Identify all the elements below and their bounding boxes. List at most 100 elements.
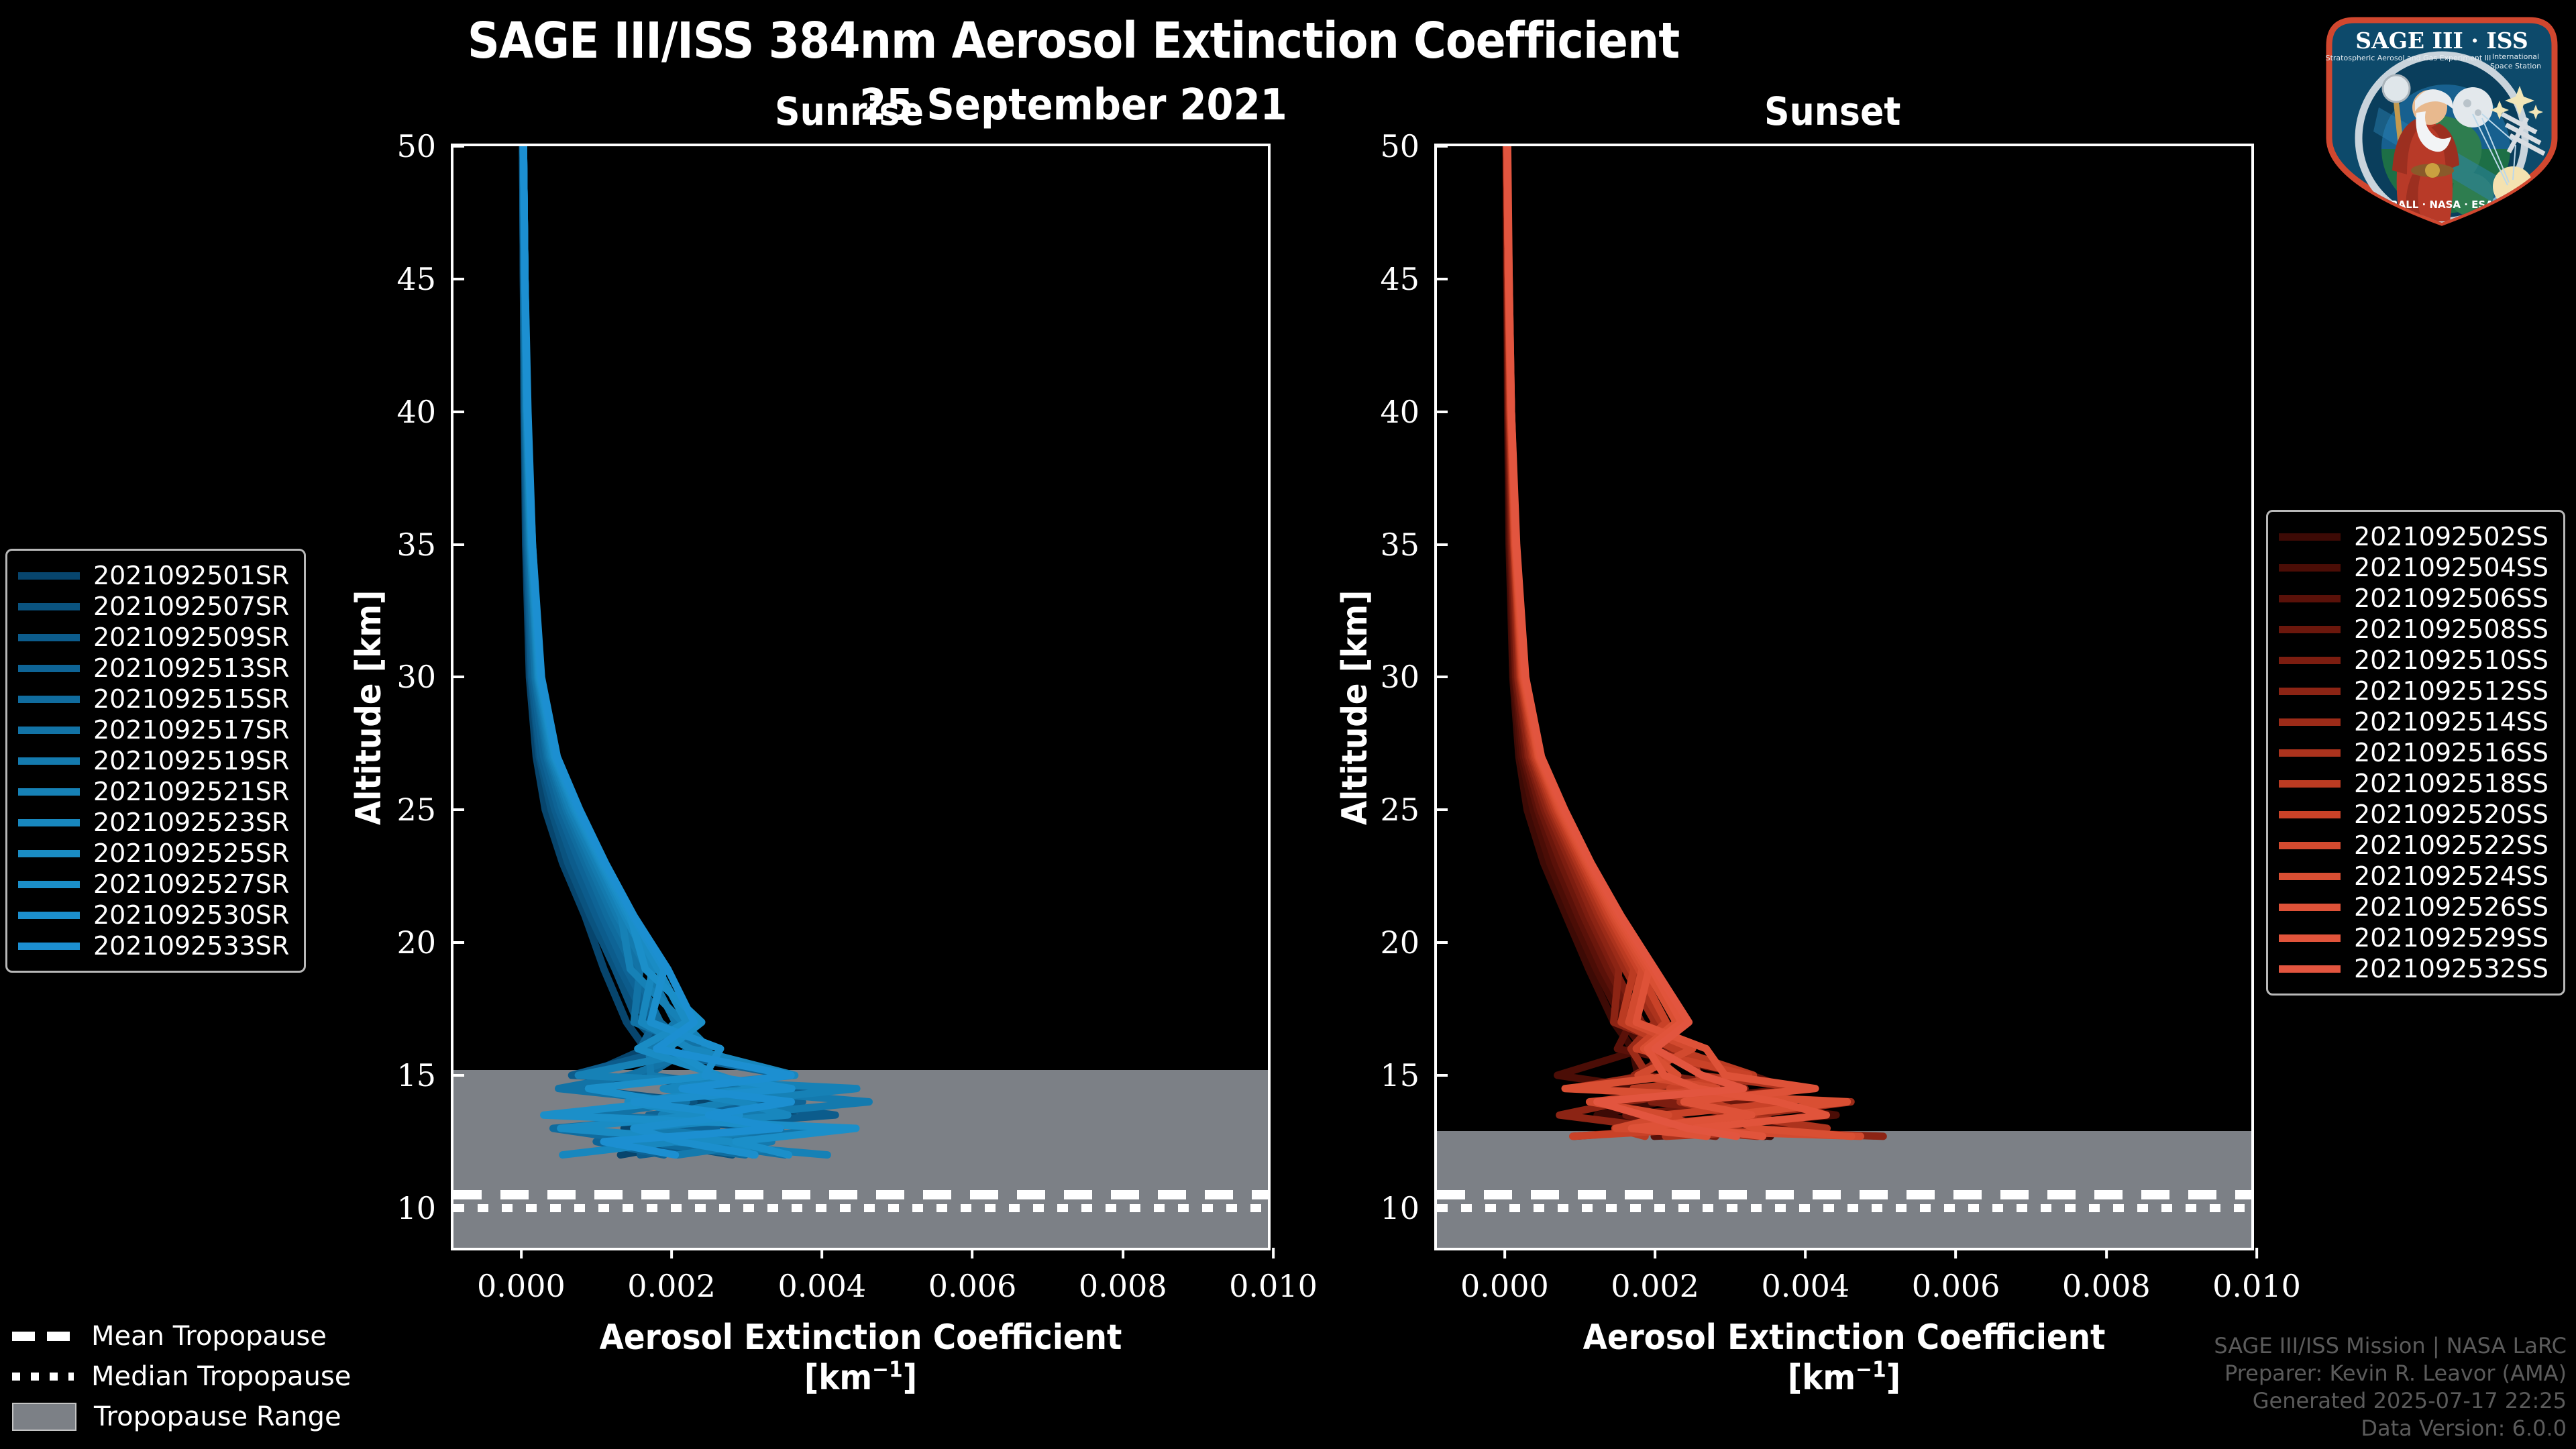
legend-item[interactable]: 2021092501SR [18,560,289,591]
legend-label: 2021092507SR [93,592,290,621]
logo-title: SAGE III · ISS [2355,28,2528,54]
legend-color-swatch [2279,687,2341,695]
legend-item[interactable]: 2021092510SS [2279,645,2548,676]
logo-iss-line1: International [2492,52,2539,61]
legend-item[interactable]: 2021092525SR [18,838,289,869]
y-axis-tick-label: 20 [1380,924,1448,961]
sunrise-panel-label: Sunrise [775,89,924,134]
x-axis-tick-label: 0.004 [1761,1248,1849,1304]
y-axis-tick-label: 50 [396,128,464,164]
legend-item[interactable]: 2021092526SS [2279,892,2548,922]
series-line [1503,146,1887,1140]
plot-area [453,146,1268,1248]
legend-item-mean-tropopause: Mean Tropopause [12,1316,351,1356]
extinction-profile-lines [1502,146,1887,1140]
legend-item[interactable]: 2021092518SS [2279,768,2548,799]
legend-color-swatch [18,911,80,919]
y-axis-tick-label: 40 [1380,394,1448,430]
y-axis-tick-label: 40 [396,394,464,430]
legend-color-swatch [2279,903,2341,911]
median-tropopause-line [1437,1203,2251,1212]
credits-block: SAGE III/ISS Mission | NASA LaRC Prepare… [2214,1332,2567,1442]
tropopause-range-band [1437,1130,2251,1248]
legend-item[interactable]: 2021092514SS [2279,706,2548,737]
series-line [519,146,796,1159]
legend-label: 2021092515SR [93,684,290,714]
legend-item[interactable]: 2021092516SS [2279,737,2548,768]
legend-color-swatch [2279,594,2341,602]
legend-label: 2021092519SR [93,746,290,775]
legend-item[interactable]: 2021092530SR [18,900,289,930]
legend-label: Mean Tropopause [91,1321,327,1352]
series-line [519,146,796,1159]
legend-color-swatch [2279,934,2341,942]
extinction-profile-lines [519,146,873,1159]
legend-item[interactable]: 2021092517SR [18,714,289,745]
legend-label: 2021092521SR [93,777,290,806]
series-line [1503,146,1856,1140]
legend-label: 2021092514SS [2354,707,2549,737]
credits-line-generated: Generated 2025-07-17 22:25 [2252,1388,2567,1414]
legend-color-swatch [2279,841,2341,849]
legend-label: 2021092525SR [93,839,290,868]
legend-item[interactable]: 2021092507SR [18,591,289,622]
logo-subtitle: Stratospheric Aerosol and Gas Experiment… [2326,54,2491,62]
y-axis-tick-label: 25 [1380,792,1448,828]
legend-label: 2021092524SS [2354,861,2549,891]
x-axis-tick-label: 0.000 [477,1248,566,1304]
x-axis-tick-label: 0.006 [1912,1248,2000,1304]
series-line [1503,146,1865,1140]
legend-item[interactable]: 2021092502SS [2279,521,2548,552]
legend-item[interactable]: 2021092512SS [2279,676,2548,706]
legend-color-swatch [2279,810,2341,818]
legend-item[interactable]: 2021092521SR [18,776,289,807]
x-axis-tick-label: 0.006 [928,1248,1016,1304]
legend-item[interactable]: 2021092506SS [2279,583,2548,614]
y-axis-tick-label: 35 [396,527,464,563]
legend-label: 2021092522SS [2354,830,2549,860]
sunset-legend: 2021092502SS 2021092504SS 2021092506SS 2021… [2266,510,2566,996]
legend-item[interactable]: 2021092532SS [2279,953,2548,984]
y-axis-tick-label: 10 [396,1190,464,1226]
series-line [519,146,860,1159]
logo-rim-text: BALL · NASA · ESA [2390,199,2493,211]
legend-color-swatch [2279,872,2341,880]
x-axis-tick-label: 0.002 [1611,1248,1699,1304]
legend-item[interactable]: 2021092519SR [18,745,289,776]
sunrise-plot-axes: 10 15 20 25 30 35 40 45 50 0.000 0.002 0.004 0.006 0.… [396,128,1317,1304]
legend-item[interactable]: 2021092524SS [2279,861,2548,892]
logo-iss-line2: Space Station [2490,62,2541,70]
legend-color-swatch [18,757,80,765]
legend-item[interactable]: 2021092508SS [2279,614,2548,645]
legend-item[interactable]: 2021092527SR [18,869,289,900]
legend-label: 2021092533SR [93,931,290,961]
legend-color-swatch [18,602,80,610]
y-axis-tick-label: 15 [1380,1057,1448,1093]
legend-item[interactable]: 2021092504SS [2279,552,2548,583]
x-axis-tick-label: 0.002 [627,1248,716,1304]
legend-color-swatch [2279,965,2341,973]
sunrise-legend: 2021092501SR 2021092507SR 2021092509SR 2021… [5,549,307,973]
legend-item[interactable]: 2021092522SS [2279,830,2548,861]
y-axis-tick-label: 30 [396,659,464,695]
legend-color-swatch [18,942,80,950]
legend-label: Tropopause Range [94,1401,341,1432]
legend-item[interactable]: 2021092515SR [18,684,289,714]
legend-item[interactable]: 2021092523SR [18,807,289,838]
legend-item-median-tropopause: Median Tropopause [12,1356,351,1397]
legend-item[interactable]: 2021092509SR [18,622,289,653]
legend-color-swatch [2279,749,2341,757]
y-axis-tick-label: 20 [396,924,464,961]
mean-tropopause-line [1437,1189,2251,1199]
plot-area [1437,146,2251,1248]
legend-item[interactable]: 2021092529SS [2279,922,2548,953]
credits-line-preparer: Preparer: Kevin R. Leavor (AMA) [2224,1360,2567,1387]
legend-item[interactable]: 2021092533SR [18,930,289,961]
y-axis-tick-label: 45 [396,261,464,297]
series-line [519,146,873,1159]
x-axis-tick-label: 0.010 [1229,1248,1318,1304]
x-axis-tick-label: 0.004 [777,1248,866,1304]
legend-item[interactable]: 2021092520SS [2279,799,2548,830]
legend-item[interactable]: 2021092513SR [18,653,289,684]
legend-label: 2021092510SS [2354,645,2549,675]
